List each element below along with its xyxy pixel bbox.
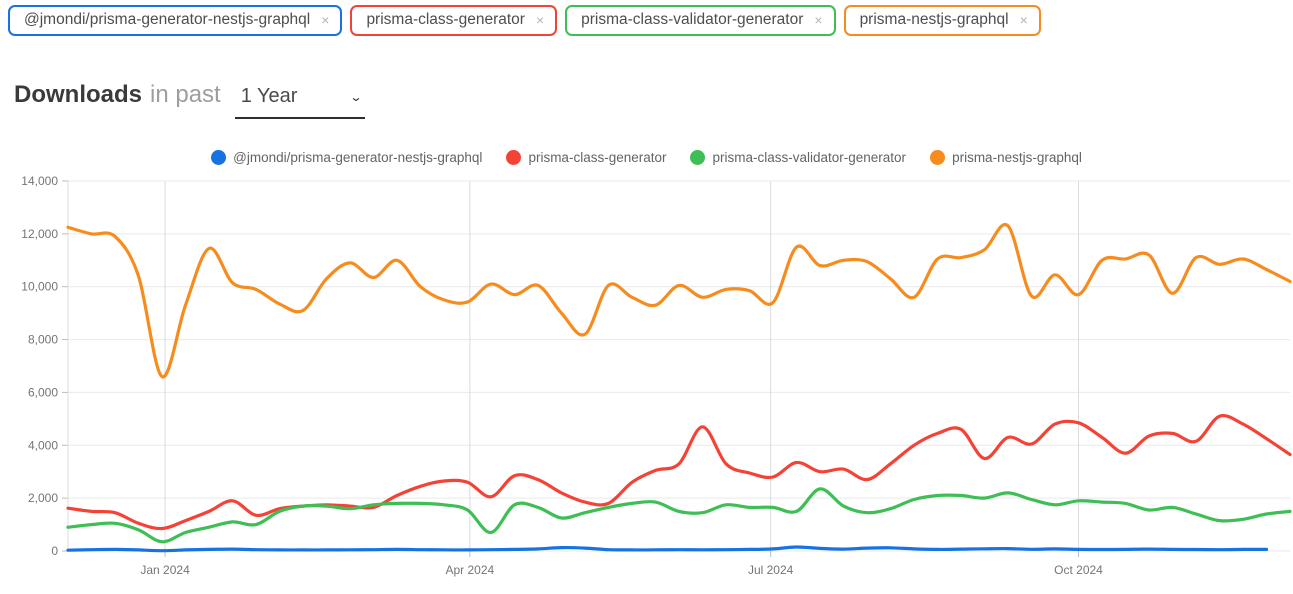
y-axis-label: 10,000 [21, 280, 58, 294]
package-tag-label: prisma-class-generator [366, 11, 525, 28]
close-icon[interactable]: × [814, 12, 823, 28]
legend-dot-icon [506, 150, 522, 165]
x-axis-label: Jul 2024 [748, 563, 794, 577]
legend-label: @jmondi/prisma-generator-nestjs-graphql [233, 150, 483, 165]
chart-legend: @jmondi/prisma-generator-nestjs-graphql p… [0, 150, 1293, 165]
legend-item-prisma-nestjs-graphql[interactable]: prisma-nestjs-graphql [930, 150, 1082, 165]
y-axis-label: 6,000 [28, 385, 58, 399]
chevron-down-icon: ⌄ [349, 89, 363, 104]
page-title: Downloads in past 1 Year ⌄ [14, 81, 365, 119]
legend-dot-icon [930, 150, 946, 165]
x-axis-label: Apr 2024 [445, 563, 494, 577]
package-tag-label: @jmondi/prisma-generator-nestjs-graphql [24, 11, 311, 28]
series-line-prisma-nestjs-graphql [66, 222, 1292, 379]
y-axis-label: 14,000 [21, 174, 58, 188]
legend-dot-icon [211, 150, 227, 165]
close-icon[interactable]: × [535, 12, 545, 28]
y-axis-label: 0 [51, 544, 58, 558]
package-tag-label: prisma-nestjs-graphql [859, 11, 1009, 28]
package-tag-prisma-nestjs-graphql[interactable]: prisma-nestjs-graphql × [843, 5, 1041, 36]
package-tag-label: prisma-class-validator-generator [581, 11, 804, 28]
legend-label: prisma-class-generator [528, 150, 667, 165]
period-select[interactable]: 1 Year ⌄ [234, 85, 365, 119]
package-tag-prisma-class-generator[interactable]: prisma-class-generator × [350, 5, 558, 36]
close-icon[interactable]: × [321, 12, 330, 28]
y-axis-label: 8,000 [28, 333, 58, 347]
in-past-label: in past [150, 81, 221, 108]
close-icon[interactable]: × [1019, 12, 1028, 28]
legend-label: prisma-class-validator-generator [712, 150, 907, 165]
x-axis-label: Oct 2024 [1054, 563, 1103, 577]
legend-item-jmondi-prisma-generator-nestjs-graphql[interactable]: @jmondi/prisma-generator-nestjs-graphql [211, 150, 482, 165]
downloads-title: Downloads [14, 81, 143, 108]
series-line-prisma-class-validator-generator [66, 487, 1292, 544]
period-select-value: 1 Year [240, 85, 298, 107]
x-axis-label: Jan 2024 [140, 563, 190, 577]
downloads-chart: 0 2,000 4,000 6,000 8,000 10,000 12,000 14,000 J… [21, 174, 1292, 577]
legend-label: prisma-nestjs-graphql [952, 150, 1082, 165]
legend-dot-icon [690, 150, 706, 165]
package-tags-row: @jmondi/prisma-generator-nestjs-graphql ×… [8, 5, 1041, 36]
y-axis-label: 4,000 [28, 438, 58, 452]
legend-item-prisma-class-generator[interactable]: prisma-class-generator [506, 150, 666, 165]
series-line-prisma-class-generator [66, 413, 1292, 531]
y-axis-label: 2,000 [28, 491, 58, 505]
series-line-jmondi-prisma-generator-nestjs-graphql [66, 545, 1269, 553]
package-tag-prisma-class-validator-generator[interactable]: prisma-class-validator-generator × [565, 5, 836, 36]
y-axis-label: 12,000 [21, 227, 58, 241]
package-tag-jmondi-prisma-generator-nestjs-graphql[interactable]: @jmondi/prisma-generator-nestjs-graphql × [8, 5, 343, 36]
legend-item-prisma-class-validator-generator[interactable]: prisma-class-validator-generator [690, 150, 906, 165]
